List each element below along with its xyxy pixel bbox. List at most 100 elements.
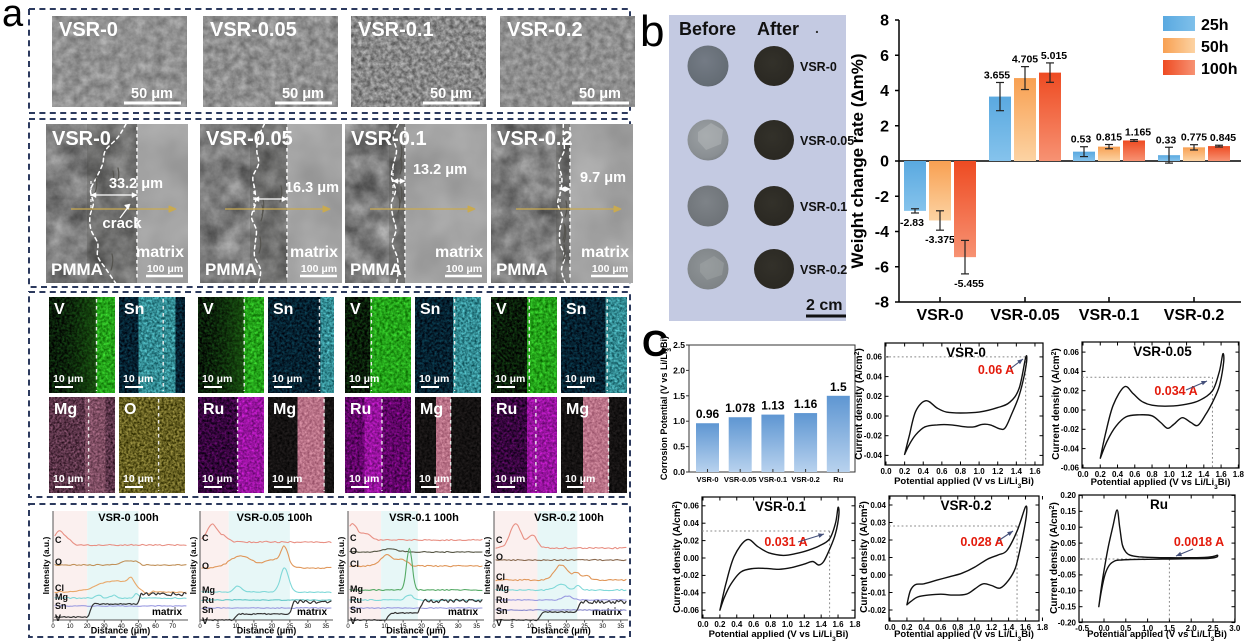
svg-text:-3.375: -3.375 xyxy=(925,234,955,246)
svg-text:1.0: 1.0 xyxy=(969,623,981,632)
svg-text:0.0: 0.0 xyxy=(1098,624,1110,633)
svg-text:1.4: 1.4 xyxy=(816,620,828,629)
svg-text:30: 30 xyxy=(455,624,462,630)
svg-text:-0.5: -0.5 xyxy=(1075,624,1089,633)
svg-text:0.2: 0.2 xyxy=(714,620,726,629)
svg-text:5: 5 xyxy=(365,624,369,630)
svg-text:-0.06: -0.06 xyxy=(1061,464,1080,473)
svg-text:Weight change rate (Δm%): Weight change rate (Δm%) xyxy=(848,54,867,269)
svg-text:33.2 μm: 33.2 μm xyxy=(109,176,163,192)
svg-text:V: V xyxy=(55,613,61,623)
svg-text:0.5: 0.5 xyxy=(1120,624,1132,633)
svg-text:0.02: 0.02 xyxy=(683,536,699,545)
svg-text:matrix: matrix xyxy=(136,244,184,261)
svg-text:0.815: 0.815 xyxy=(1096,132,1122,144)
svg-text:1.2: 1.2 xyxy=(1181,470,1193,479)
svg-text:VSR-0.05: VSR-0.05 xyxy=(800,134,854,148)
svg-text:1.0: 1.0 xyxy=(673,416,685,426)
svg-text:Sn: Sn xyxy=(124,301,144,318)
svg-text:-0.02: -0.02 xyxy=(681,571,700,580)
svg-text:VSR-0: VSR-0 xyxy=(696,475,718,484)
svg-text:0.0: 0.0 xyxy=(673,467,685,477)
svg-text:40: 40 xyxy=(118,624,125,630)
svg-text:-0.20: -0.20 xyxy=(1058,618,1077,627)
svg-text:C: C xyxy=(350,533,357,543)
svg-text:matrix: matrix xyxy=(290,244,338,261)
svg-text:10 μm: 10 μm xyxy=(565,373,595,385)
svg-text:2 cm: 2 cm xyxy=(806,297,842,314)
svg-text:Before: Before xyxy=(679,19,736,39)
svg-text:0.6: 0.6 xyxy=(935,623,947,632)
svg-text:matrix: matrix xyxy=(448,607,478,618)
svg-text:0.4: 0.4 xyxy=(918,467,930,476)
svg-text:1.165: 1.165 xyxy=(1125,127,1151,139)
svg-text:25: 25 xyxy=(581,624,588,630)
svg-text:0.775: 0.775 xyxy=(1181,132,1207,144)
svg-text:VSR-0: VSR-0 xyxy=(800,60,837,74)
svg-text:Current density (A/cm2): Current density (A/cm2) xyxy=(1051,348,1063,460)
svg-text:0.06: 0.06 xyxy=(1063,348,1079,357)
svg-text:1.16: 1.16 xyxy=(794,397,818,411)
svg-text:1.5: 1.5 xyxy=(673,391,685,401)
svg-text:0.04: 0.04 xyxy=(870,501,886,510)
svg-text:0.33: 0.33 xyxy=(1156,134,1177,146)
svg-text:Sn: Sn xyxy=(566,301,586,318)
svg-text:100 μm: 100 μm xyxy=(301,263,337,275)
svg-text:0.06 A: 0.06 A xyxy=(978,363,1014,377)
svg-text:0.02: 0.02 xyxy=(870,536,886,545)
svg-text:V: V xyxy=(496,618,502,628)
svg-text:10: 10 xyxy=(381,624,388,630)
svg-text:O: O xyxy=(202,561,209,571)
svg-text:1.078: 1.078 xyxy=(725,401,755,415)
svg-text:matrix: matrix xyxy=(592,607,622,618)
svg-text:VSR-0: VSR-0 xyxy=(59,19,118,41)
svg-text:50 μm: 50 μm xyxy=(131,86,173,102)
svg-text:1.2: 1.2 xyxy=(986,623,998,632)
svg-text:10 μm: 10 μm xyxy=(202,373,232,385)
svg-text:0.06: 0.06 xyxy=(683,502,699,511)
svg-text:C: C xyxy=(55,535,62,545)
svg-text:0.00: 0.00 xyxy=(683,554,699,563)
svg-text:-4: -4 xyxy=(875,224,889,241)
svg-text:Corrosion Potential (V vs Li/L: Corrosion Potential (V vs Li/Li3Bi) xyxy=(659,336,673,480)
svg-text:Mg: Mg xyxy=(350,584,363,594)
svg-text:Potential applied (V vs Li/Li3: Potential applied (V vs Li/Li3Bi) xyxy=(1087,629,1227,641)
svg-text:V: V xyxy=(350,616,356,626)
svg-text:30: 30 xyxy=(304,624,311,630)
svg-text:VSR-0.05 100h: VSR-0.05 100h xyxy=(237,512,313,524)
svg-text:-2: -2 xyxy=(875,189,889,206)
svg-text:0.8: 0.8 xyxy=(955,467,967,476)
svg-text:50: 50 xyxy=(135,624,142,630)
svg-text:25h: 25h xyxy=(1201,17,1229,34)
svg-text:-0.01: -0.01 xyxy=(868,588,887,597)
svg-text:0.2: 0.2 xyxy=(901,623,913,632)
svg-text:4: 4 xyxy=(880,83,889,100)
svg-text:2: 2 xyxy=(880,118,889,135)
svg-text:PMMA: PMMA xyxy=(51,260,103,279)
svg-text:10 μm: 10 μm xyxy=(565,473,595,485)
svg-text:V: V xyxy=(203,301,214,318)
svg-text:50h: 50h xyxy=(1201,39,1229,56)
svg-text:VSR-0.2: VSR-0.2 xyxy=(800,263,847,277)
svg-text:VSR-0.05: VSR-0.05 xyxy=(1133,344,1192,359)
svg-text:matrix: matrix xyxy=(581,244,629,261)
svg-text:0: 0 xyxy=(198,624,202,630)
svg-text:0.02: 0.02 xyxy=(866,392,882,401)
svg-text:0: 0 xyxy=(346,624,350,630)
svg-text:Intensity (a.u.): Intensity (a.u.) xyxy=(482,537,492,595)
svg-text:-0.06: -0.06 xyxy=(681,606,700,615)
svg-text:10 μm: 10 μm xyxy=(202,473,232,485)
svg-text:20: 20 xyxy=(84,624,91,630)
svg-text:0.034 A: 0.034 A xyxy=(1154,384,1197,398)
svg-text:0.04: 0.04 xyxy=(683,519,699,528)
svg-text:Intensity (a.u.): Intensity (a.u.) xyxy=(336,537,346,595)
svg-text:2.0: 2.0 xyxy=(1186,624,1198,633)
svg-text:1.8: 1.8 xyxy=(1233,470,1245,479)
svg-text:15: 15 xyxy=(545,624,552,630)
svg-text:-2.83: -2.83 xyxy=(900,217,924,229)
svg-text:10 μm: 10 μm xyxy=(123,373,153,385)
svg-text:1.0: 1.0 xyxy=(782,620,794,629)
svg-text:Ru: Ru xyxy=(496,595,508,605)
svg-text:10 μm: 10 μm xyxy=(349,373,379,385)
svg-text:0.00: 0.00 xyxy=(866,412,882,421)
